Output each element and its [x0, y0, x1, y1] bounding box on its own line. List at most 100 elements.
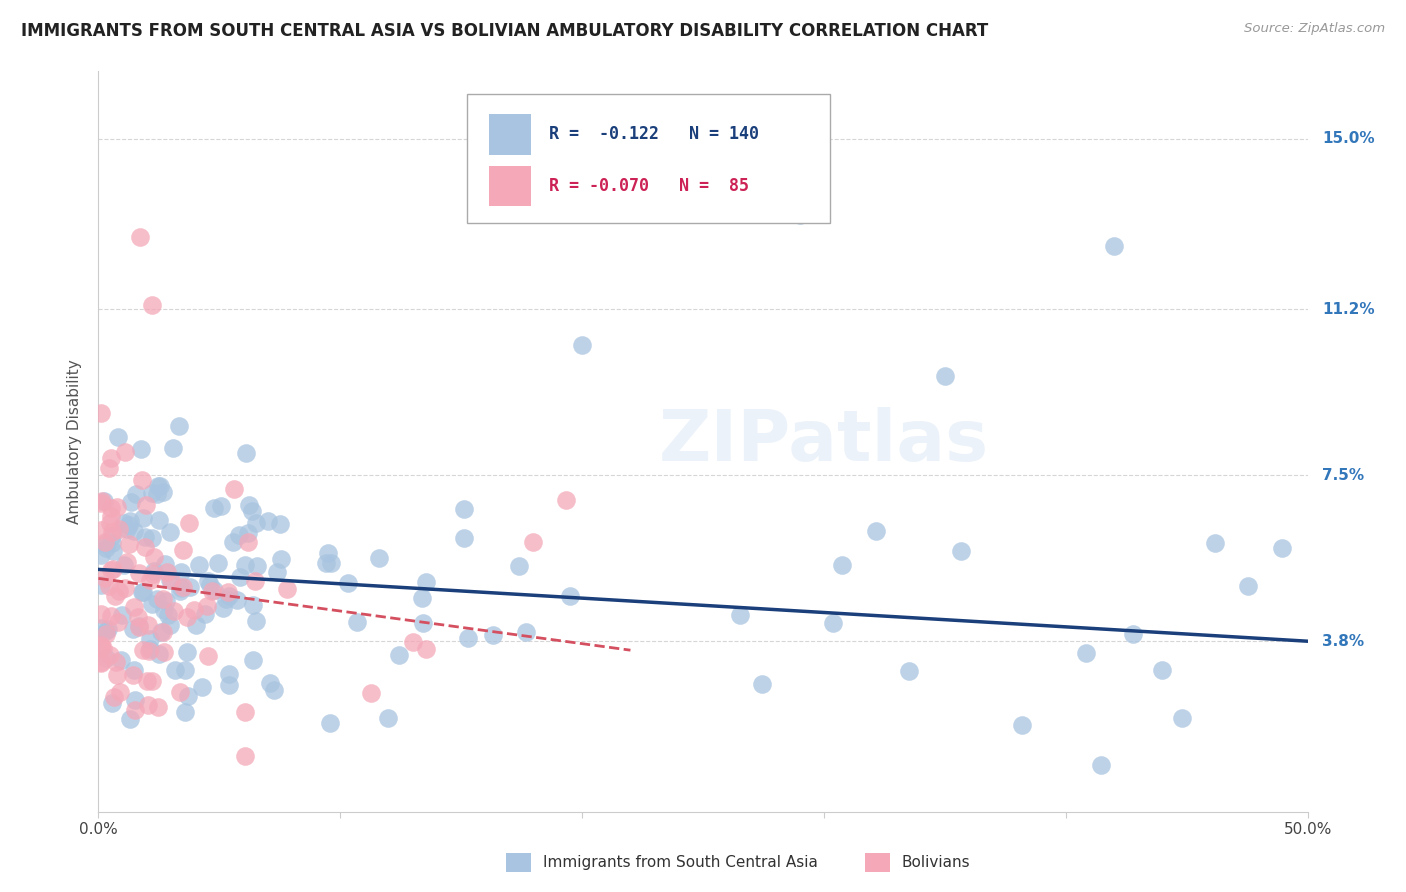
Point	[100, 563, 122, 577]
Point	[150, 625, 173, 640]
Point	[184, 618, 207, 632]
Point	[1122, 627, 1144, 641]
Point	[377, 711, 399, 725]
Point	[118, 518, 141, 533]
Point	[112, 516, 135, 531]
Point	[789, 208, 811, 222]
Point	[211, 600, 233, 615]
Point	[368, 551, 391, 566]
Point	[195, 599, 218, 614]
Point	[139, 642, 162, 657]
Point	[169, 685, 191, 699]
Point	[176, 645, 198, 659]
Point	[94, 624, 117, 638]
Text: Immigrants from South Central Asia: Immigrants from South Central Asia	[543, 855, 818, 870]
Point	[90, 548, 112, 562]
Point	[236, 535, 259, 549]
Point	[148, 514, 170, 528]
Point	[101, 536, 124, 550]
Point	[100, 451, 122, 466]
Point	[256, 514, 278, 528]
Point	[122, 663, 145, 677]
Point	[128, 566, 150, 580]
Point	[90, 655, 112, 669]
Point	[141, 598, 163, 612]
Point	[174, 705, 197, 719]
Point	[218, 589, 240, 603]
Point	[263, 683, 285, 698]
Point	[315, 556, 337, 570]
Point	[156, 607, 179, 622]
Point	[153, 645, 176, 659]
Point	[159, 617, 181, 632]
Point	[221, 534, 243, 549]
Point	[155, 557, 177, 571]
Point	[135, 498, 157, 512]
Point	[821, 615, 844, 630]
Point	[197, 574, 219, 589]
Point	[269, 516, 291, 531]
Point	[141, 298, 163, 312]
Point	[228, 528, 250, 542]
Point	[134, 530, 156, 544]
Point	[508, 558, 530, 573]
Point	[94, 571, 117, 585]
Point	[209, 500, 232, 514]
Point	[100, 501, 122, 516]
Point	[259, 676, 281, 690]
Point	[145, 591, 167, 606]
Point	[143, 550, 166, 565]
Point	[162, 442, 184, 456]
Point	[122, 599, 145, 614]
Point	[242, 653, 264, 667]
Point	[101, 529, 124, 543]
Point	[898, 664, 921, 678]
Point	[152, 625, 174, 640]
Point	[96, 541, 118, 556]
Point	[90, 607, 112, 621]
Point	[453, 531, 475, 545]
Point	[226, 593, 249, 607]
Point	[118, 537, 141, 551]
Point	[266, 565, 288, 579]
Point	[94, 537, 117, 551]
Point	[172, 580, 194, 594]
Point	[1076, 646, 1098, 660]
Point	[122, 524, 145, 539]
Point	[197, 648, 219, 663]
Point	[238, 499, 260, 513]
FancyBboxPatch shape	[467, 94, 830, 223]
Point	[141, 673, 163, 688]
Point	[105, 668, 128, 682]
Point	[245, 615, 267, 629]
Point	[118, 514, 141, 528]
Point	[98, 579, 121, 593]
Point	[1171, 711, 1194, 725]
Point	[233, 705, 256, 719]
Point	[101, 561, 124, 575]
Point	[128, 620, 150, 634]
Point	[90, 523, 112, 537]
Point	[177, 516, 200, 530]
Point	[388, 648, 411, 662]
Point	[218, 678, 240, 692]
Point	[90, 640, 112, 654]
Point	[139, 573, 162, 587]
Point	[1204, 536, 1226, 550]
Point	[165, 663, 187, 677]
Point	[100, 608, 122, 623]
Point	[104, 590, 127, 604]
Point	[139, 632, 162, 647]
Point	[115, 522, 138, 536]
Point	[90, 621, 112, 635]
Point	[242, 504, 264, 518]
Point	[132, 510, 155, 524]
Point	[412, 615, 434, 630]
Point	[107, 430, 129, 444]
Point	[191, 681, 214, 695]
Point	[148, 647, 170, 661]
Text: IMMIGRANTS FROM SOUTH CENTRAL ASIA VS BOLIVIAN AMBULATORY DISABILITY CORRELATION: IMMIGRANTS FROM SOUTH CENTRAL ASIA VS BO…	[21, 22, 988, 40]
Point	[457, 631, 479, 645]
Point	[142, 566, 165, 581]
Text: 7.5%: 7.5%	[1322, 467, 1364, 483]
